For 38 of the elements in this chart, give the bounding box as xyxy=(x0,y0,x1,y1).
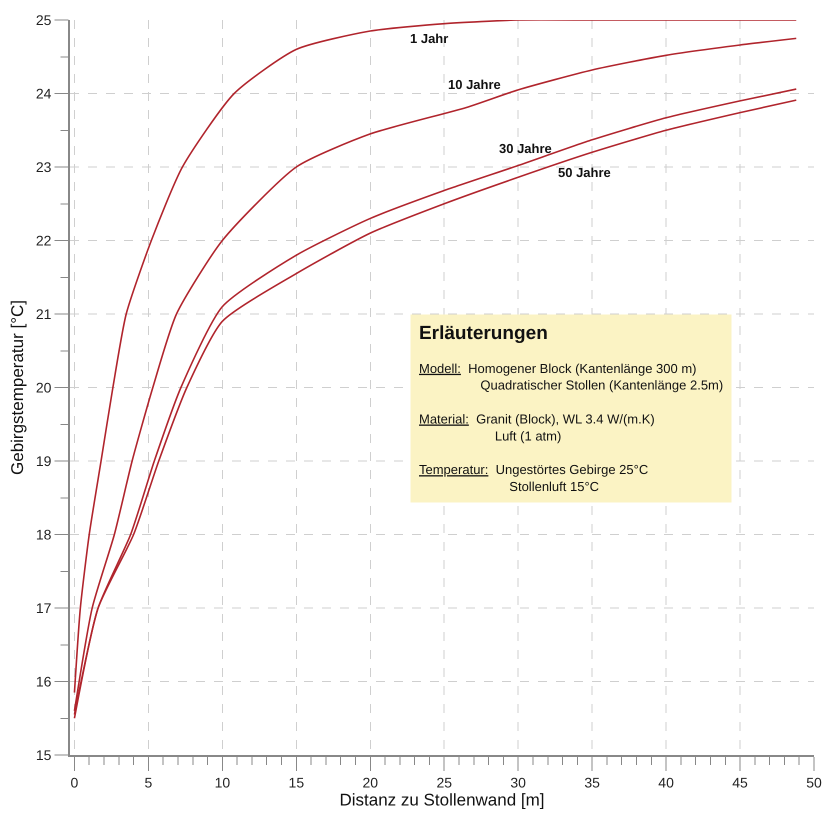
x-tick-label: 15 xyxy=(288,774,304,791)
series-label: 10 Jahre xyxy=(448,77,501,92)
x-tick-label: 0 xyxy=(70,774,79,791)
annotation: Material: xyxy=(419,412,469,426)
y-tick-label: 25 xyxy=(36,12,52,28)
annotation: Quadratischer Stollen (Kantenlänge 2.5m) xyxy=(419,378,724,393)
y-tick-label: 21 xyxy=(36,306,52,322)
y-tick-label: 16 xyxy=(36,673,52,690)
y-tick-label: 18 xyxy=(36,526,52,542)
annotation: Ungestörtes Gebirge 25°C xyxy=(496,462,648,478)
x-axis-title: Distanz zu Stollenwand [m] xyxy=(339,790,545,810)
annotation: Granit (Block), WL 3.4 W/(m.K) xyxy=(476,412,655,426)
x-tick-label: 45 xyxy=(732,774,748,791)
y-tick-label: 24 xyxy=(36,85,52,102)
series-label: 30 Jahre xyxy=(499,141,552,156)
y-tick-label: 15 xyxy=(36,746,52,763)
x-tick-label: 20 xyxy=(362,774,378,791)
x-tick-label: 50 xyxy=(806,774,822,791)
x-tick-label: 30 xyxy=(510,774,526,791)
annotation: Modell: xyxy=(419,360,461,376)
annotation: Luft (1 atm) xyxy=(419,428,562,444)
x-tick-label: 35 xyxy=(584,774,600,791)
annotation: Temperatur: xyxy=(419,462,488,478)
series-label: 1 Jahr xyxy=(410,31,448,46)
y-tick-label: 22 xyxy=(36,232,52,248)
annotation: Erläuterungen xyxy=(419,323,548,344)
y-axis-title: Gebirgstemperatur [°C] xyxy=(8,300,27,475)
y-tick-label: 20 xyxy=(36,379,52,396)
series-label: 50 Jahre xyxy=(558,165,611,180)
x-tick-label: 5 xyxy=(144,774,152,791)
y-tick-label: 19 xyxy=(36,452,52,469)
y-tick-label: 17 xyxy=(36,600,52,616)
y-tick-label: 23 xyxy=(36,158,52,175)
x-tick-label: 40 xyxy=(658,774,674,791)
x-tick-label: 25 xyxy=(436,774,452,791)
annotation: Homogener Block (Kantenlänge 300 m) xyxy=(468,360,696,376)
x-tick-label: 10 xyxy=(214,774,230,791)
annotation: Stollenluft 15°C xyxy=(419,479,600,494)
